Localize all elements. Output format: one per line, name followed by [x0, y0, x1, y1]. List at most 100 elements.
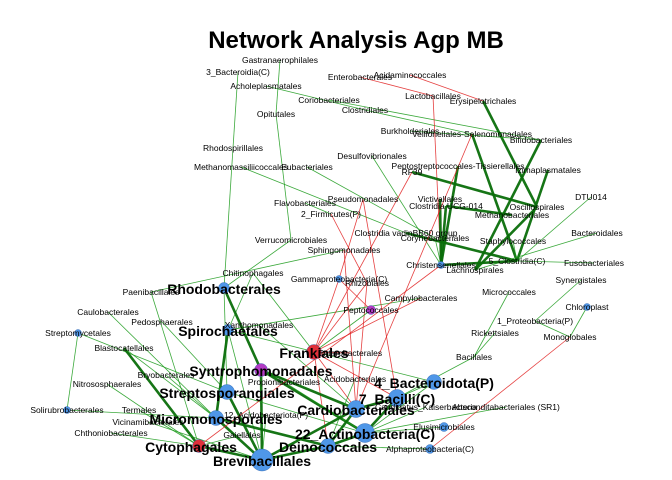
edge-pedosph-streptosp	[161, 321, 228, 393]
node-label-caulo: Caulobacterales	[77, 307, 138, 317]
node-spiro	[222, 324, 234, 336]
node-label-gamma: Gammaproteobacteria(C)	[291, 274, 388, 284]
edge-rf39-oscill	[411, 170, 538, 209]
node-label-vicinam: Vicinamibacterales	[112, 417, 183, 427]
node-label-fuso: Fusobacteriales	[564, 258, 624, 268]
edge-lachno-oscill	[474, 206, 538, 271]
edge-cardio-brevi	[261, 407, 357, 462]
node-microm	[208, 410, 224, 426]
edge-veill-cardio	[355, 133, 473, 410]
edge-gamma-pepto	[338, 278, 372, 311]
edge-izimap-clostr5	[515, 169, 550, 262]
node-layer	[63, 261, 591, 472]
edge-candid-actino22	[364, 406, 427, 434]
edge-gastra-opitut	[275, 59, 281, 115]
node-label-bacteroidota: 4_Bacteroidota(P)	[374, 375, 494, 391]
edge-pseudomon-gamma	[338, 198, 364, 280]
edge-frankia-bacilli7	[313, 351, 398, 399]
node-cardio	[347, 400, 365, 418]
edge-burk-bifido	[409, 130, 542, 141]
edge-ricket-bacilla	[473, 332, 496, 358]
node-label-solirub: Solirubrobacterales	[30, 405, 103, 415]
edge-clostr-veill	[364, 109, 473, 135]
edge-acidob-deino	[327, 378, 356, 447]
node-label-lachno: Lachnospirales	[446, 265, 503, 275]
node-label-rf39: RF39	[402, 167, 423, 177]
edge-strepto-streptosp	[77, 332, 228, 393]
node-label-alpha: Alphaproteobacteria(C)	[386, 444, 474, 454]
node-cytoph	[192, 439, 206, 453]
label-layer: Gastranaerophilales 3_Bacteroidia(C) Enter…	[30, 55, 624, 469]
node-label-clostr5: 5_Clostridia(C)	[489, 256, 546, 266]
node-label-campylo: Campylobacterales	[385, 293, 458, 303]
edge-chloro-monoglob	[569, 306, 588, 338]
node-label-methanob: Methanobacteriales	[475, 210, 549, 220]
edge-ucg014-methanob	[445, 204, 513, 217]
node-label-strepto: Streptomycetales	[45, 328, 111, 338]
edge-methmass-vadin	[240, 166, 407, 234]
node-label-erysip: Erysipelotrichales	[450, 96, 517, 106]
node-deino	[320, 438, 336, 454]
node-label-lacto: Lactobacillales	[405, 91, 461, 101]
edge-caulo-microm	[107, 311, 217, 419]
edge-dtu014-clostr5	[516, 196, 592, 262]
node-label-chitino: Chitinophagales	[223, 268, 284, 278]
edge-bact3-rhodosp	[232, 71, 239, 149]
node-label-eubact: Eubacteriales	[281, 162, 333, 172]
node-label-bact3: 3_Bacteroidia(C)	[206, 67, 270, 77]
edge-desulf-christ	[371, 155, 442, 266]
node-label-opitut: Opitutales	[257, 109, 295, 119]
node-label-ricket: Rickettsiales	[471, 328, 519, 338]
edge-bifido-lachno	[473, 139, 543, 271]
edge-veill-clostr5	[470, 133, 519, 262]
node-pepto	[366, 305, 376, 315]
node-label-acida: Acidaminococcales	[374, 70, 447, 80]
node-frankia	[306, 344, 322, 360]
node-label-pedosph: Pedosphaerales	[131, 317, 192, 327]
node-elusim	[439, 422, 449, 432]
edge-rf39-frankia	[313, 171, 413, 353]
node-label-candid: Candidatus_Kaiserbacteria	[375, 402, 477, 412]
node-label-rhizob: Rhizobiales	[345, 278, 389, 288]
edge-bacteroidota-actino22	[364, 381, 435, 434]
node-label-propion: Propionibacteriales	[248, 377, 320, 387]
edge-blasto-cytoph	[122, 347, 201, 447]
edge-deino-brevi	[261, 444, 329, 462]
edge-spiro-brevi	[227, 329, 263, 461]
edge-corio-bifido	[328, 99, 542, 141]
node-label-enterob2: Enterobacterales	[318, 348, 382, 358]
edge-vadin-clostr5	[405, 231, 518, 263]
edge-chthon-cytoph	[110, 432, 200, 447]
node-alpha	[425, 444, 435, 454]
chart-title: Network Analysis Agp MB	[208, 27, 504, 54]
node-label-veill: Veillonellales-Selenomonadales	[412, 129, 532, 139]
edge-gamma-frankia	[313, 278, 340, 353]
node-christ	[437, 261, 445, 269]
node-streptosp	[219, 384, 235, 400]
node-label-deino: Deinococcales	[279, 439, 377, 455]
edge-spiro-bacteroidota	[227, 329, 435, 383]
edge-layer	[66, 59, 598, 462]
edge-flavo-firm2	[304, 202, 332, 215]
node-bacilli7	[388, 389, 406, 407]
node-label-synerg: Synergistales	[555, 275, 606, 285]
node-label-xantho: Xanthomonadales	[225, 320, 294, 330]
node-label-chloro: Chloroplast	[566, 302, 610, 312]
node-label-bacilla: Bacillales	[456, 352, 492, 362]
edge-entero-lacto	[359, 76, 434, 97]
node-label-monoglob: Monoglobales	[544, 332, 597, 342]
node-label-pepto: Peptococcales	[343, 305, 398, 315]
node-label-brevi: Brevibacillales	[213, 453, 311, 469]
edge-syntro-brevi	[259, 369, 264, 461]
node-syntro	[254, 363, 268, 377]
node-label-oscillo12: 12_Acidobacteriota(P)	[224, 410, 308, 420]
node-gamma	[335, 275, 343, 283]
edge-christ-ucg014	[439, 205, 448, 266]
node-label-microm: Micromonosporales	[149, 411, 282, 427]
edge-pepto-frankia	[313, 309, 372, 353]
node-label-corio: Coriobacteriales	[298, 95, 359, 105]
edge-chitino-spiro	[227, 272, 254, 331]
node-label-ucg014: Clostridia UCG-014	[409, 201, 483, 211]
